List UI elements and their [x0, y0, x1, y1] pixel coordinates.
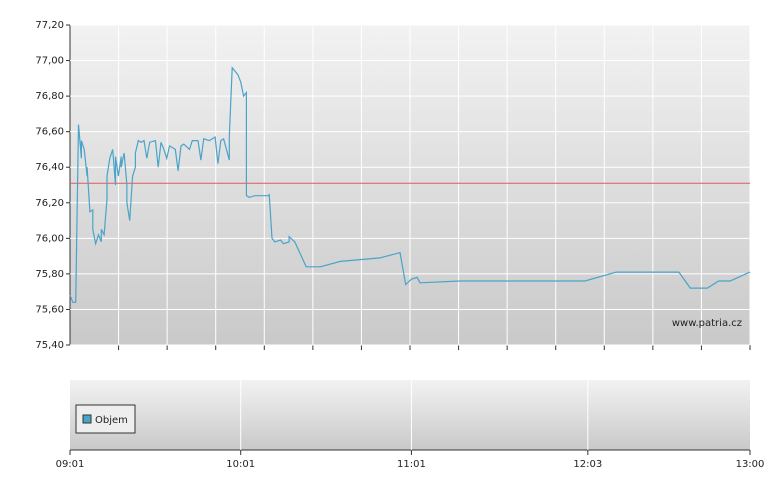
y-tick-label: 76,60	[35, 127, 64, 138]
vertical-grid	[118, 25, 751, 345]
y-tick-label: 77,00	[35, 56, 64, 67]
volume-area	[70, 380, 750, 450]
x-tick-label: 13:00	[736, 459, 765, 470]
legend-swatch	[82, 414, 92, 424]
x-tick-label: 10:01	[226, 459, 255, 470]
x-tick-label: 12:03	[573, 459, 602, 470]
watermark: www.patria.cz	[672, 318, 742, 329]
y-tick-label: 76,20	[35, 198, 64, 209]
y-tick-label: 75,60	[35, 304, 64, 315]
y-tick-label: 75,40	[35, 340, 64, 351]
y-tick-label: 77,20	[35, 20, 64, 31]
y-tick-label: 75,80	[35, 269, 64, 280]
y-tick-label: 76,80	[35, 91, 64, 102]
y-tick-label: 76,40	[35, 162, 64, 173]
price-line	[69, 66, 751, 303]
legend-label: Objem	[95, 415, 128, 426]
x-tick-label: 09:01	[56, 459, 85, 470]
x-tick-label: 11:01	[397, 459, 426, 470]
y-tick-label: 76,00	[35, 233, 64, 244]
